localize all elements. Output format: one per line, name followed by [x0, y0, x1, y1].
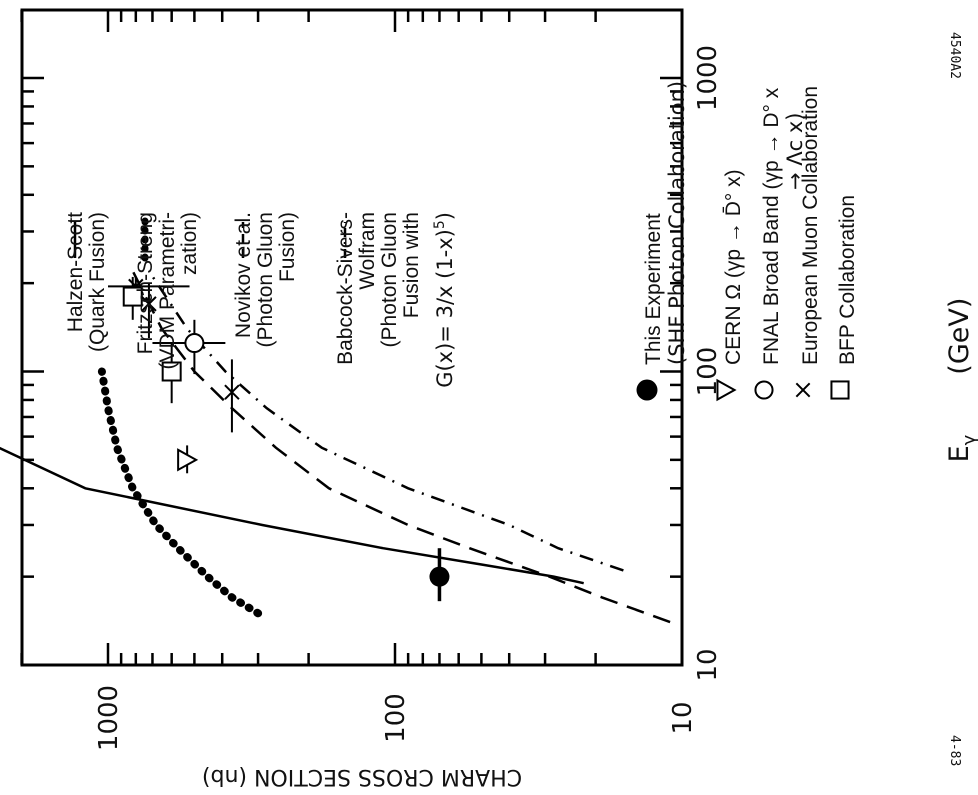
- legend-point-label: (SHF Photon Collaboration): [665, 81, 689, 365]
- x-tick-label: 10: [693, 648, 723, 681]
- legend-series-label: zation): [178, 212, 201, 275]
- legend-series-label: Novikov et al.: [232, 212, 255, 338]
- series-line: [97, 367, 263, 618]
- data-point: [177, 448, 199, 472]
- y-tick-label: 10: [668, 701, 698, 734]
- series-line: [131, 270, 671, 624]
- legend-formula: G(x)= 3/x (1-x)5): [432, 212, 457, 388]
- x-axis-title: Eγ(GeV): [944, 298, 978, 463]
- legend-point-label: CERN Ω (γp → D̄° x): [722, 169, 745, 365]
- legend-point-label: This Experiment: [642, 213, 665, 365]
- legend-series-label: Fusion with: [400, 212, 423, 318]
- legend-series-label: (VDM Parametri-: [156, 212, 179, 370]
- legend-series-label: (Photon Gluon: [254, 212, 277, 347]
- data-points: [108, 276, 450, 602]
- y-tick-label: 100: [381, 693, 411, 743]
- legend-series-label: Halzen-Scott: [64, 212, 87, 332]
- legend-marker: [754, 380, 774, 400]
- legend-series-label: Fritzsch-Streng: [134, 212, 157, 354]
- legend-series-label: (Quark Fusion): [86, 212, 109, 352]
- legend-point-label: BFP Collaboration: [836, 195, 859, 365]
- legend-series-label: Babcock-Sivers-: [334, 212, 357, 365]
- x-tick-label: 1000: [693, 45, 723, 111]
- y-axis-title: CHARM CROSS SECTION (nb): [202, 764, 522, 789]
- series-line: [0, 446, 584, 585]
- data-point: [429, 566, 450, 587]
- legend-series-label: Fusion): [276, 212, 299, 282]
- data-point: [184, 333, 205, 354]
- axis-ticks: [20, 10, 684, 667]
- plot-border: [20, 8, 684, 667]
- data-point: [141, 296, 157, 312]
- legend-marker: [636, 379, 658, 401]
- legend-point-label: FNAL Broad Band (γp → D° x: [760, 87, 783, 365]
- legend-point-label: → Λc x): [783, 113, 807, 190]
- chart-text: 10100100010100100010000Eγ(GeV)CHARM CROS…: [64, 45, 978, 789]
- plot-frame: [20, 8, 684, 667]
- legend-marker: [716, 378, 737, 402]
- legend-marker: [795, 382, 811, 398]
- legend-series-label: (Photon Gluon: [378, 212, 401, 347]
- legend-series-label: Wolfram: [356, 212, 379, 290]
- data-point: [161, 361, 182, 382]
- figure-id-label: 4540A2: [947, 32, 962, 79]
- y-tick-label: 1000: [94, 685, 124, 751]
- data-point: [224, 384, 240, 400]
- legend-marker: [830, 380, 850, 400]
- legend-point-label: European Muon Collaboration: [799, 86, 822, 365]
- date-label: 4-83: [947, 735, 962, 767]
- data-point: [122, 286, 143, 307]
